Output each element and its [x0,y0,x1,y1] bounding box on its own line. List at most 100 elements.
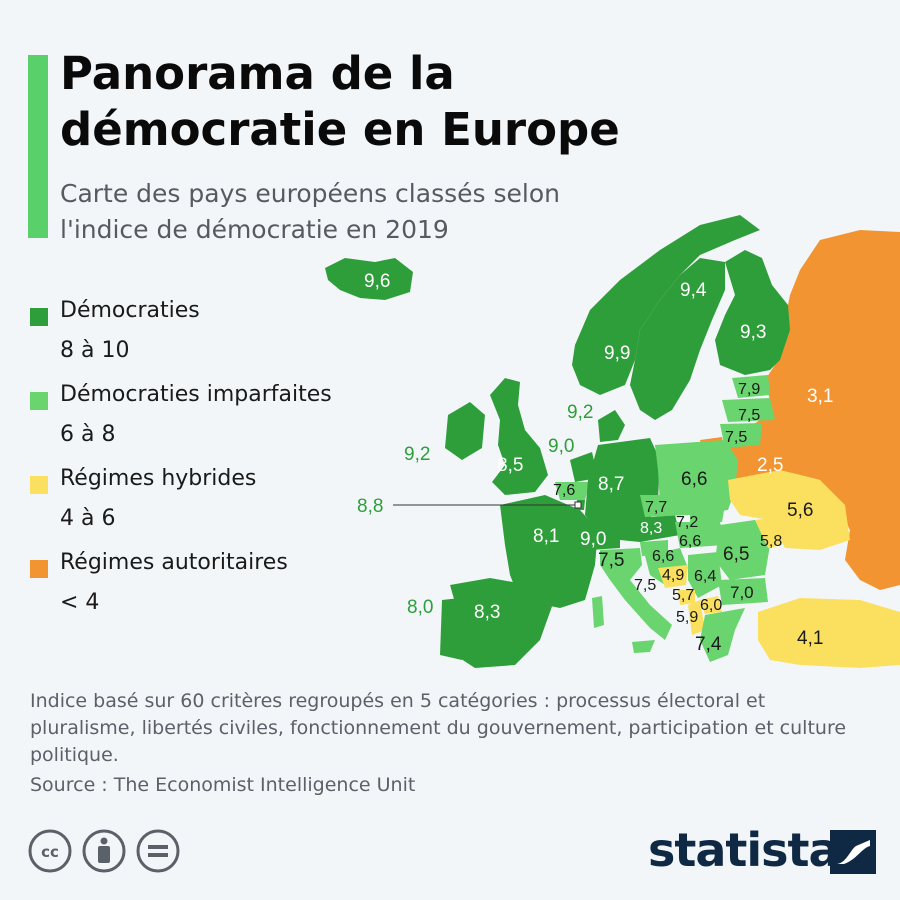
label-tchequie: 7,7 [645,499,667,516]
label-espagne: 8,3 [474,602,500,623]
label-royaume-uni: 8,5 [497,455,523,476]
country-austria [620,515,680,542]
country-switzerland [585,530,620,550]
label-albanie: 6,0 [700,597,722,614]
label-suisse: 9,0 [580,529,606,550]
page-subtitle: Carte des pays européens classés selon l… [60,179,560,244]
legend-label: Démocraties imparfaites [60,382,332,407]
page-title: Panorama de la démocratie en Europe [60,47,620,156]
methodology-note: Indice basé sur 60 critères regroupés en… [30,690,847,766]
country-slovakia [690,505,725,522]
label-suede: 9,4 [680,280,707,301]
label-luxembourg: 8,8 [357,496,383,517]
country-estonia [732,375,770,398]
country-finland [715,250,790,375]
label-russie: 3,1 [807,386,833,407]
label-serbie: 6,4 [694,568,716,585]
label-pays-bas: 9,0 [548,436,574,457]
country-denmark [598,410,625,442]
label-belgique: 7,6 [553,482,575,499]
label-bulgarie: 7,0 [730,583,754,602]
legend-range: 8 à 10 [60,338,130,363]
brand-name: statista [648,823,840,877]
legend-item-imparfaites: Démocraties imparfaites 6 à 8 [30,382,360,466]
label-turquie: 4,1 [797,628,823,649]
label-lituanie: 7,5 [725,429,747,446]
country-montenegro [678,590,695,605]
country-romania [715,520,770,580]
label-danemark: 9,2 [567,402,593,423]
label-finlande: 9,3 [740,322,766,343]
country-serbia [688,552,722,598]
legend-swatch [30,308,48,326]
country-czechia [640,495,690,517]
label-italie: 7,5 [598,550,624,571]
country-portugal [440,598,462,660]
label-montenegro: 5,7 [672,587,694,604]
country-sweden [630,258,725,420]
label-croatie: 6,6 [652,548,674,565]
country-hungary [675,522,725,548]
label-slovenie: 7,5 [634,577,656,594]
label-estonie: 7,9 [738,381,760,398]
label-hongrie: 6,6 [679,533,701,550]
country-north-macedonia [700,596,722,614]
country-turkey [758,598,900,668]
svg-text:cc: cc [41,843,59,861]
country-italy [600,548,672,640]
label-norvege: 9,9 [604,343,630,364]
label-bielorussie: 2,5 [757,455,783,476]
label-grece: 7,4 [695,634,722,655]
attribution-icon [82,829,126,873]
cc-icon: cc [28,829,72,873]
label-autriche: 8,3 [640,520,662,537]
country-germany [585,438,660,535]
label-ukraine: 5,6 [787,500,813,521]
legend-label: Régimes hybrides [60,466,257,491]
country-moldova [755,518,782,548]
label-pologne: 6,6 [681,469,707,490]
legend-range: 6 à 8 [60,422,116,447]
legend-label: Démocraties [60,298,200,323]
source-text: Source : The Economist Intelligence Unit [30,774,416,796]
country-ireland [445,402,485,460]
legend-range: 4 à 6 [60,506,116,531]
country-albania [688,600,705,635]
country-belgium [555,482,590,500]
legend-range: < 4 [60,590,100,615]
country-sardinia [592,596,604,628]
country-uk [490,378,548,495]
country-spain [450,578,555,668]
legend: Démocraties 8 à 10 Démocraties imparfait… [30,298,360,634]
legend-item-democraties: Démocraties 8 à 10 [30,298,360,382]
country-bosnia [658,565,688,588]
legend-label: Régimes autoritaires [60,550,288,575]
country-bulgaria [718,578,768,605]
statista-logo: statista [648,820,878,880]
country-latvia [722,398,775,422]
legend-swatch [30,392,48,410]
country-lithuania [720,423,762,448]
label-moldavie: 5,8 [760,533,782,550]
label-france: 8,1 [533,526,559,547]
no-derivatives-icon [136,829,180,873]
country-ukraine [728,470,850,550]
legend-swatch [30,476,48,494]
legend-item-autoritaires: Régimes autoritaires < 4 [30,550,360,634]
title-accent-bar [28,55,48,238]
label-irlande: 9,2 [404,444,430,465]
luxembourg-marker [574,501,582,509]
label-macedoine: 5,9 [676,609,698,626]
label-lettonie: 7,5 [738,407,760,424]
label-bosnie: 4,9 [662,567,684,584]
country-slovenia [640,540,668,556]
license-icons: cc [28,829,180,873]
legend-swatch [30,560,48,578]
country-russia [760,230,900,590]
label-portugal: 8,0 [407,597,433,618]
statista-logo-icon [830,830,876,874]
label-allemagne: 8,7 [598,474,624,495]
label-islande: 9,6 [364,271,390,292]
country-norway [572,215,760,395]
label-roumanie: 6,5 [723,544,749,565]
